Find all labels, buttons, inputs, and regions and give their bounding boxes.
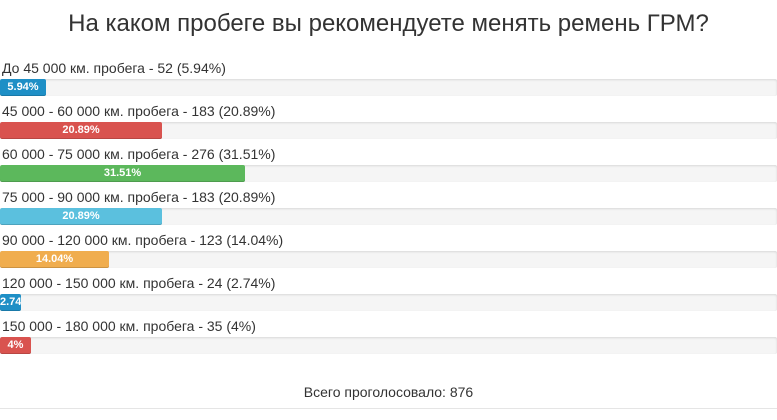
poll-option: 45 000 - 60 000 км. пробега - 183 (20.89… xyxy=(0,102,777,145)
poll-option: 150 000 - 180 000 км. пробега - 35 (4%) … xyxy=(0,317,777,360)
poll-option: 75 000 - 90 000 км. пробега - 183 (20.89… xyxy=(0,188,777,231)
poll-title: На каком пробеге вы рекомендуете менять … xyxy=(68,10,709,37)
footer-divider xyxy=(0,408,777,409)
poll-option-label: 45 000 - 60 000 км. пробега - 183 (20.89… xyxy=(2,103,276,119)
poll-option-label: До 45 000 км. пробега - 52 (5.94%) xyxy=(2,60,226,76)
poll-progress-track: 4% xyxy=(0,337,777,354)
poll-total-votes: Всего проголосовало: 876 xyxy=(303,384,474,400)
poll-progress-track: 14.04% xyxy=(0,251,777,268)
poll-option: 120 000 - 150 000 км. пробега - 24 (2.74… xyxy=(0,274,777,317)
poll-progress-bar: 31.51% xyxy=(0,165,245,182)
poll-progress-bar: 5.94% xyxy=(0,79,46,96)
poll-progress-bar: 2.74% xyxy=(0,294,21,311)
poll-progress-track: 20.89% xyxy=(0,122,777,139)
poll-progress-track: 31.51% xyxy=(0,165,777,182)
poll-option-label: 150 000 - 180 000 км. пробега - 35 (4%) xyxy=(2,318,256,334)
poll-option: До 45 000 км. пробега - 52 (5.94%) 5.94% xyxy=(0,59,777,102)
poll-results-list: До 45 000 км. пробега - 52 (5.94%) 5.94%… xyxy=(0,59,777,360)
poll-progress-track: 2.74% xyxy=(0,294,777,311)
poll-option: 90 000 - 120 000 км. пробега - 123 (14.0… xyxy=(0,231,777,274)
poll-option-label: 90 000 - 120 000 км. пробега - 123 (14.0… xyxy=(2,232,284,248)
poll-progress-bar: 4% xyxy=(0,337,31,354)
poll-progress-track: 5.94% xyxy=(0,79,777,96)
poll-option-label: 120 000 - 150 000 км. пробега - 24 (2.74… xyxy=(2,275,276,291)
poll-progress-track: 20.89% xyxy=(0,208,777,225)
poll-option-label: 75 000 - 90 000 км. пробега - 183 (20.89… xyxy=(2,189,276,205)
poll-option-label: 60 000 - 75 000 км. пробега - 276 (31.51… xyxy=(2,146,276,162)
poll-option: 60 000 - 75 000 км. пробега - 276 (31.51… xyxy=(0,145,777,188)
poll-progress-bar: 20.89% xyxy=(0,208,162,225)
poll-progress-bar: 20.89% xyxy=(0,122,162,139)
poll-progress-bar: 14.04% xyxy=(0,251,109,268)
